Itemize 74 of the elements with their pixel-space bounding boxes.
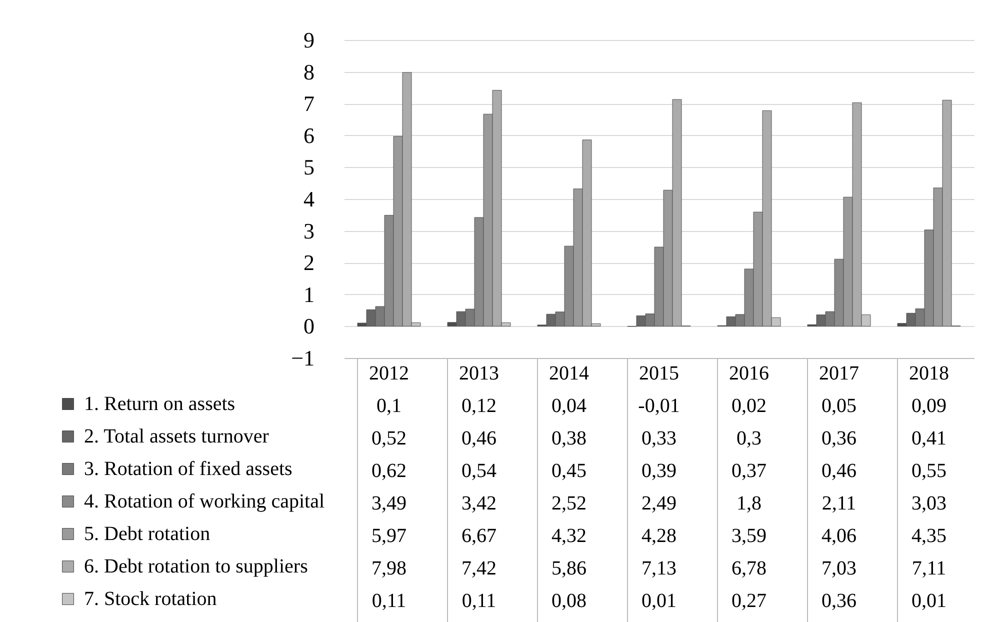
legend-label: 4. Rotation of working capital [84,490,325,512]
data-label: 3,59 [732,525,766,547]
data-label: 0,11 [372,590,406,612]
x-tick-label: 2016 [729,362,769,384]
data-label: 0,45 [552,460,586,482]
data-label: 0,46 [822,460,856,482]
x-tick-label: 2017 [819,362,859,384]
data-label: 0,36 [822,428,856,450]
x-tick-label: 2018 [909,362,949,384]
data-label: 3,03 [912,492,946,514]
y-tick-label: −1 [291,346,314,370]
data-label: 7,13 [642,558,676,580]
data-label: 0,3 [736,428,762,450]
data-label: 0,36 [822,590,856,612]
data-label: 0,09 [912,395,946,417]
data-label: 4,35 [912,525,946,547]
y-tick-label: 2 [304,250,314,276]
data-label: 0,54 [462,460,496,482]
data-label: 7,11 [912,558,946,580]
x-tick-label: 2013 [459,362,499,384]
data-label: 7,42 [462,558,496,580]
legend-label: 6. Debt rotation to suppliers [84,556,308,578]
data-label: 0,1 [376,395,402,417]
data-label: 0,33 [642,428,676,450]
y-tick-label: 7 [304,91,314,116]
data-label: 6,67 [462,525,496,547]
data-label: 0,39 [642,460,676,482]
data-label: 0,37 [732,460,766,482]
data-label: 0,12 [462,395,496,417]
data-label: 3,42 [462,492,496,514]
data-label: 0,55 [912,460,946,482]
legend-label: 5. Debt rotation [84,523,210,545]
data-label: 5,97 [372,525,406,547]
x-tick-label: 2014 [549,362,589,384]
y-tick-label: 6 [304,122,314,148]
data-label: 5,86 [552,558,586,580]
data-label: 4,06 [822,525,856,547]
data-label: 0,62 [372,460,406,482]
y-tick-label: 9 [304,28,314,52]
data-label: 0,41 [912,428,946,450]
data-label: 4,32 [552,525,586,547]
legend-label: 2. Total assets turnover [84,426,270,448]
legend-label: 1. Return on assets [84,393,236,415]
y-tick-label: 1 [304,282,314,307]
data-label: 3,49 [372,492,406,514]
x-tick-label: 2015 [639,362,679,384]
data-label: 0,46 [462,428,496,450]
y-tick-label: 4 [304,186,314,212]
y-tick-label: 0 [304,314,314,339]
x-tick-label: 2012 [369,362,409,384]
y-tick-label: 3 [304,218,314,244]
data-label: -0,01 [638,395,680,417]
data-label: 0,01 [642,590,676,612]
data-label: 2,52 [552,492,586,514]
data-label: 0,38 [552,428,586,450]
data-label: 7,03 [822,558,856,580]
legend-label: 3. Rotation of fixed assets [84,458,293,480]
data-label: 0,52 [372,428,406,450]
y-tick-label: 8 [304,59,314,84]
data-label: 7,98 [372,558,406,580]
legend-label: 7. Stock rotation [84,588,217,610]
data-label: 2,49 [642,492,676,514]
data-label: 0,08 [552,590,586,612]
data-label: 0,02 [732,395,766,417]
y-tick-label: 5 [304,154,314,180]
data-label: 2,11 [822,492,856,514]
data-label: 0,04 [552,395,586,417]
data-label: 0,05 [822,395,856,417]
data-label: 1,8 [736,492,762,514]
data-label: 0,27 [732,590,766,612]
data-label: 6,78 [732,558,766,580]
data-label: 4,28 [642,525,676,547]
data-label: 0,01 [912,590,946,612]
data-label: 0,11 [462,590,496,612]
